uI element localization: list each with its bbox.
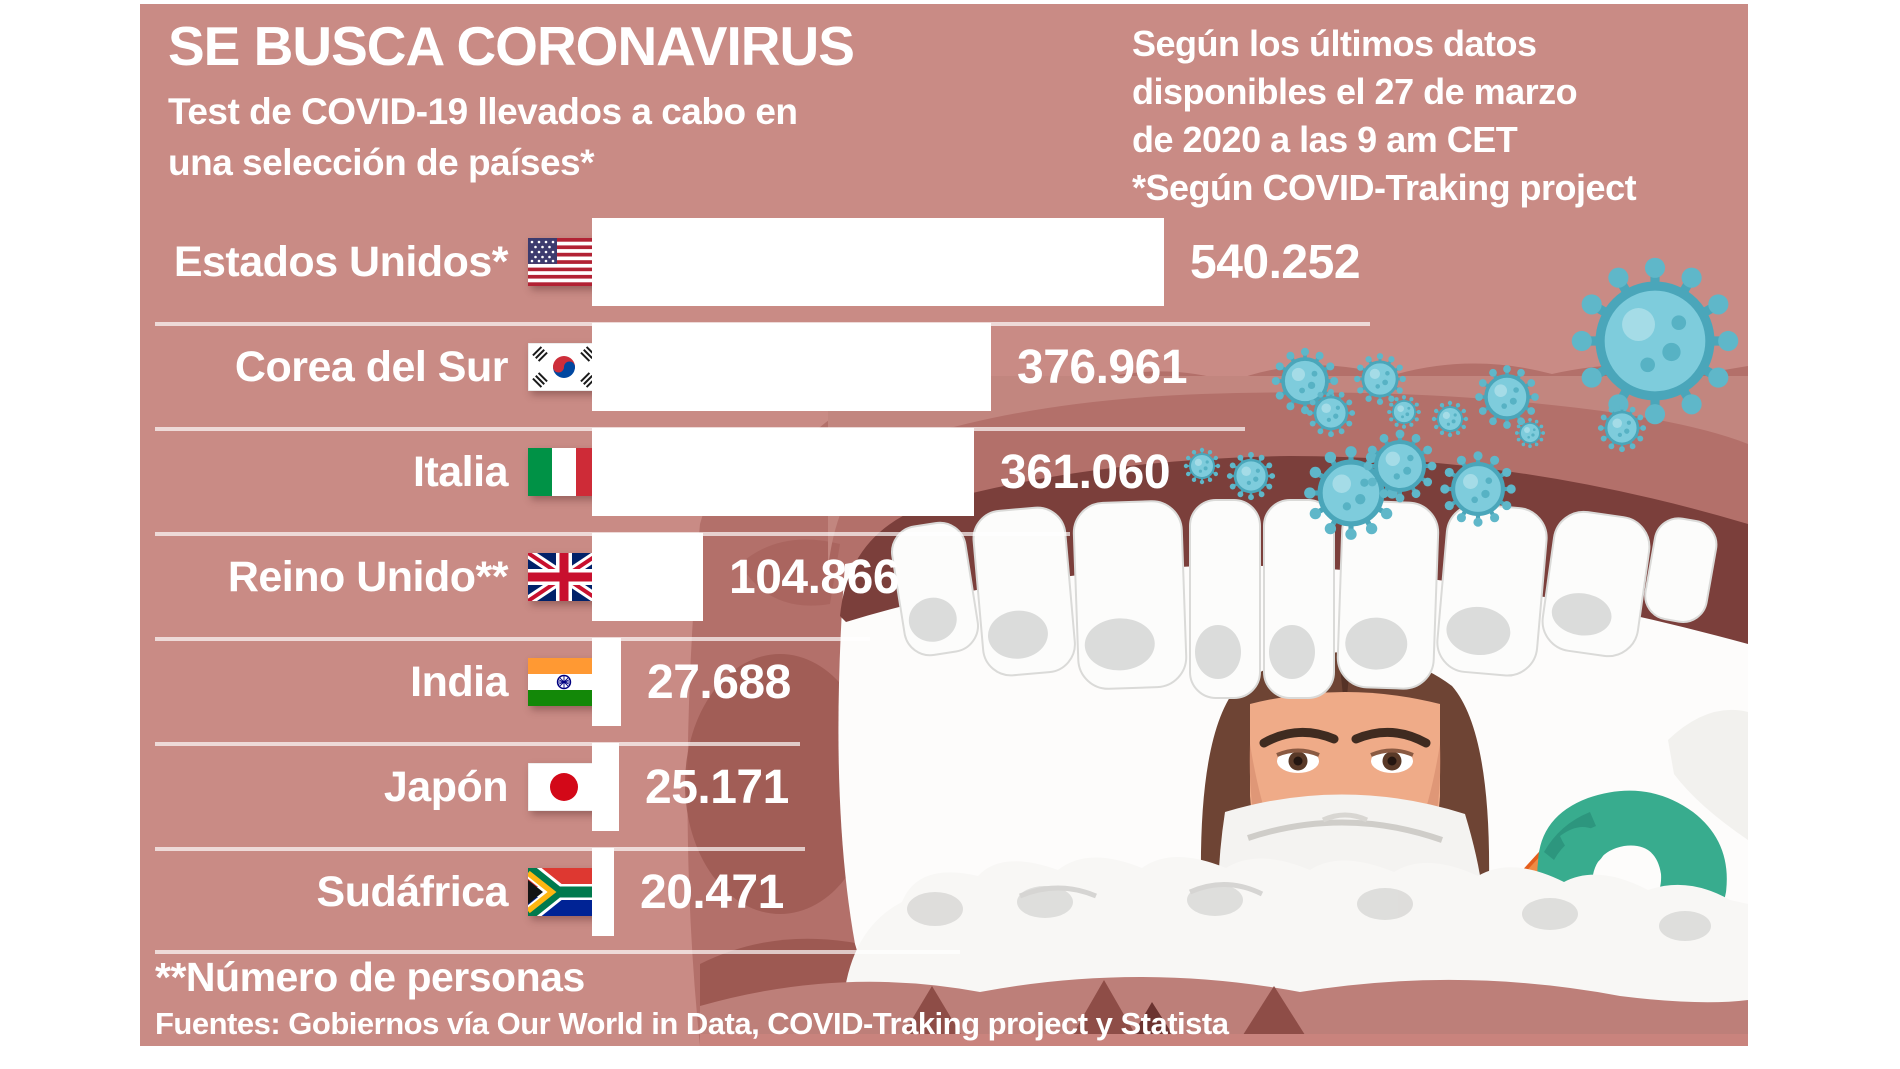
chart-subtitle: Test de COVID-19 llevados a cabo en una … bbox=[168, 86, 798, 188]
bar-value: 104.866 bbox=[729, 551, 900, 604]
infographic-panel: SE BUSCA CORONAVIRUS Test de COVID-19 ll… bbox=[140, 4, 1748, 1046]
country-label: India bbox=[410, 658, 508, 706]
subtitle-line-1: Test de COVID-19 llevados a cabo en bbox=[168, 91, 798, 132]
india-flag-icon bbox=[528, 658, 600, 706]
italy-flag-icon bbox=[528, 448, 600, 496]
bar-south-africa bbox=[592, 848, 614, 936]
country-label: Estados Unidos* bbox=[173, 238, 509, 286]
sources-credit: Fuentes: Gobiernos vía Our World in Data… bbox=[155, 1006, 1229, 1041]
bar-value: 361.060 bbox=[1000, 446, 1171, 499]
row-divider bbox=[155, 637, 870, 641]
bar-row-united-states: Estados Unidos* 540.252 bbox=[140, 210, 1748, 314]
page-title: SE BUSCA CORONAVIRUS bbox=[168, 15, 855, 77]
row-divider bbox=[155, 847, 805, 851]
bar-italy bbox=[592, 428, 974, 516]
bar-row-japan: Japón 25.171 bbox=[140, 735, 1748, 839]
country-label: Reino Unido** bbox=[227, 553, 509, 601]
bar-value: 540.252 bbox=[1190, 236, 1361, 289]
note-line-3: de 2020 a las 9 am CET bbox=[1132, 119, 1518, 160]
footnote: **Número de personas bbox=[155, 954, 585, 1000]
bar-value: 376.961 bbox=[1017, 341, 1188, 394]
bar-value: 25.171 bbox=[645, 761, 789, 814]
bar-row-italy: Italia 361.060 bbox=[140, 420, 1748, 524]
lower-gum bbox=[700, 977, 1748, 1046]
bar-south-korea bbox=[592, 323, 991, 411]
row-divider bbox=[155, 742, 800, 746]
bar-japan bbox=[592, 743, 619, 831]
subtitle-line-2: una selección de países* bbox=[168, 142, 595, 183]
bar-row-united-kingdom: Reino Unido** 104.866 bbox=[140, 525, 1748, 629]
bar-united-kingdom bbox=[592, 533, 703, 621]
bar-value: 27.688 bbox=[647, 656, 791, 709]
japan-flag-icon bbox=[528, 763, 600, 811]
note-line-1: Según los últimos datos bbox=[1132, 23, 1537, 64]
country-label: Italia bbox=[413, 448, 509, 496]
bar-value: 20.471 bbox=[640, 866, 784, 919]
south-africa-flag-icon bbox=[528, 868, 600, 916]
country-label: Japón bbox=[383, 763, 509, 811]
bar-india bbox=[592, 638, 621, 726]
country-label: Corea del Sur bbox=[234, 343, 509, 391]
upper-teeth bbox=[891, 499, 1718, 699]
south-korea-flag-icon bbox=[528, 343, 600, 391]
bar-united-states bbox=[592, 218, 1164, 306]
note-line-2: disponibles el 27 de marzo bbox=[1132, 71, 1578, 112]
country-label: Sudáfrica bbox=[316, 868, 509, 916]
uk-flag-icon bbox=[528, 553, 600, 601]
row-divider bbox=[155, 950, 960, 954]
note-line-4: *Según COVID-Traking project bbox=[1132, 167, 1637, 208]
bar-row-india: India 27.688 bbox=[140, 630, 1748, 734]
bar-row-south-africa: Sudáfrica 20.471 bbox=[140, 840, 1748, 944]
us-flag-icon bbox=[528, 238, 600, 286]
bar-row-south-korea: Corea del Sur 376.961 bbox=[140, 315, 1748, 419]
data-note: Según los últimos datos disponibles el 2… bbox=[1132, 20, 1637, 212]
